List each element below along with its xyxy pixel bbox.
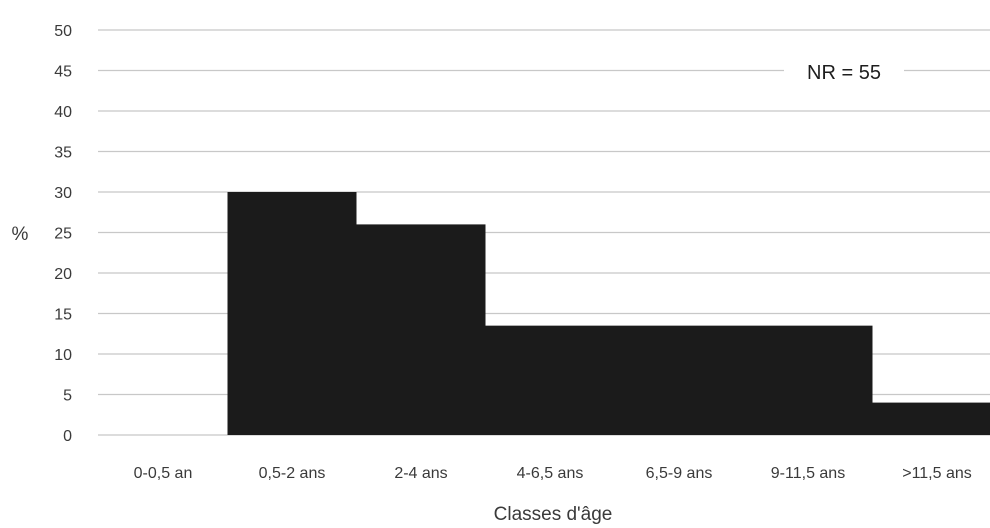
x-axis-ticks: 0-0,5 an 0,5-2 ans 2-4 ans 4-6,5 ans 6,5-9 a… [134,465,972,482]
y-axis-label: % [12,224,29,245]
x-tick-label-4: 6,5-9 ans [646,465,713,482]
y-tick-label-15: 15 [54,307,72,324]
x-tick-label-3: 4-6,5 ans [517,465,584,482]
bar-3 [485,325,615,435]
bar-1 [227,192,357,435]
x-axis-label: Classes d'âge [494,504,613,525]
bars [227,192,990,435]
y-tick-label-40: 40 [54,104,72,121]
y-axis-ticks: 0 5 10 15 20 25 30 35 40 45 50 [54,23,72,445]
y-tick-label-5: 5 [63,388,72,405]
x-tick-label-6: >11,5 ans [902,465,972,482]
y-tick-label-30: 30 [54,185,72,202]
y-tick-label-50: 50 [54,23,72,40]
annotation-background [784,56,904,88]
y-tick-label-25: 25 [54,226,72,243]
bar-2 [356,224,486,435]
y-tick-label-10: 10 [54,347,72,364]
x-tick-label-2: 2-4 ans [394,465,447,482]
y-tick-label-35: 35 [54,145,72,162]
x-tick-label-5: 9-11,5 ans [771,465,845,482]
bar-4 [614,325,744,435]
bar-5 [743,325,873,435]
sample-size-annotation: NR = 55 [807,62,881,84]
y-tick-label-0: 0 [63,428,72,445]
y-tick-label-20: 20 [54,266,72,283]
x-tick-label-1: 0,5-2 ans [259,465,326,482]
bar-6 [872,402,990,435]
y-tick-label-45: 45 [54,64,72,81]
x-tick-label-0: 0-0,5 an [134,465,193,482]
